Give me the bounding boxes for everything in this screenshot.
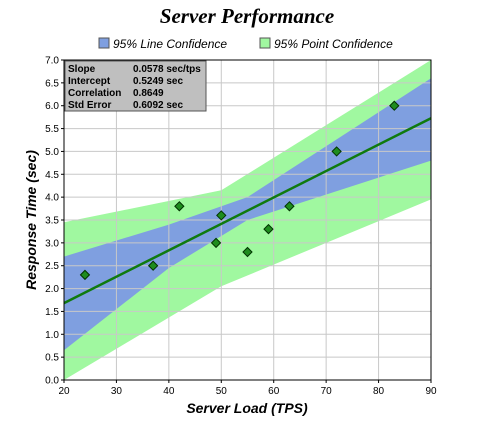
- stats-intercept-value: 0.5249 sec: [133, 76, 183, 87]
- y-tick-label: 3.5: [45, 216, 59, 227]
- legend-label-line-confidence: 95% Line Confidence: [113, 37, 227, 51]
- data-point: [331, 146, 342, 157]
- legend-swatch-point-confidence: [259, 37, 271, 49]
- stats-intercept-label: Intercept: [68, 76, 111, 87]
- chart-title: Server Performance: [160, 4, 334, 28]
- data-point: [242, 246, 253, 258]
- y-tick-label: 6.0: [45, 101, 59, 112]
- x-tick-label: 80: [373, 386, 385, 397]
- y-tick-label: 1.0: [45, 330, 59, 341]
- plot-area: [63, 59, 432, 381]
- x-tick-label: 50: [216, 386, 228, 397]
- y-tick-label: 7.0: [45, 56, 59, 67]
- y-tick-label: 2.5: [45, 261, 59, 272]
- legend-swatch-line-confidence: [98, 37, 110, 49]
- x-tick-label: 60: [268, 386, 280, 397]
- stats-box-background: [64, 60, 207, 112]
- legend-label-point-confidence: 95% Point Confidence: [274, 37, 393, 51]
- y-tick-label: 4.5: [45, 170, 59, 181]
- y-tick-label: 2.0: [45, 284, 59, 295]
- x-tick-label: 30: [111, 386, 123, 397]
- data-point: [79, 269, 91, 281]
- y-tick-label: 0.5: [45, 353, 59, 364]
- x-tick-label: 90: [425, 386, 437, 397]
- data-point: [210, 237, 222, 249]
- stats-std-error-value: 0.6092 sec: [133, 100, 183, 111]
- x-axis-label: Server Load (TPS): [186, 400, 308, 416]
- data-point: [174, 201, 185, 212]
- data-point: [263, 223, 274, 235]
- y-tick-label: 0.0: [45, 376, 59, 387]
- x-tick-label: 40: [163, 386, 175, 397]
- y-axis-label: Response Time (sec): [23, 150, 39, 290]
- y-tick-label: 3.0: [45, 238, 59, 249]
- data-point: [284, 201, 295, 212]
- y-tick-label: 5.5: [45, 124, 59, 135]
- stats-std-error-label: Std Error: [68, 100, 111, 111]
- x-axis-ticks: 20 30 40 50 60 70 80 90: [58, 380, 437, 397]
- data-point: [147, 260, 159, 271]
- stats-slope-value: 0.0578 sec/tps: [133, 64, 201, 75]
- data-point: [216, 210, 227, 221]
- stats-slope-label: Slope: [68, 64, 96, 75]
- legend: 95% Line Confidence 95% Point Confidence: [98, 37, 393, 51]
- data-points: [79, 100, 400, 281]
- y-tick-label: 1.5: [45, 307, 59, 318]
- regression-line: [63, 117, 432, 305]
- regression-stats-box: Slope 0.0578 sec/tps Intercept 0.5249 se…: [64, 60, 207, 112]
- stats-correlation-value: 0.8649: [133, 88, 164, 99]
- x-tick-label: 20: [58, 386, 70, 397]
- y-tick-label: 5.0: [45, 147, 59, 158]
- line-confidence-band: [64, 78, 431, 351]
- y-tick-label: 6.5: [45, 78, 59, 89]
- y-tick-label: 4.0: [45, 193, 59, 204]
- x-tick-label: 70: [321, 386, 333, 397]
- y-axis-ticks: 0.0 0.5 1.0 1.5 2.0 2.5 3.0 3.5 4.0 4.5 5.0 5.5 6.0 6…: [45, 56, 64, 387]
- stats-correlation-label: Correlation: [68, 88, 121, 99]
- data-point: [389, 100, 400, 111]
